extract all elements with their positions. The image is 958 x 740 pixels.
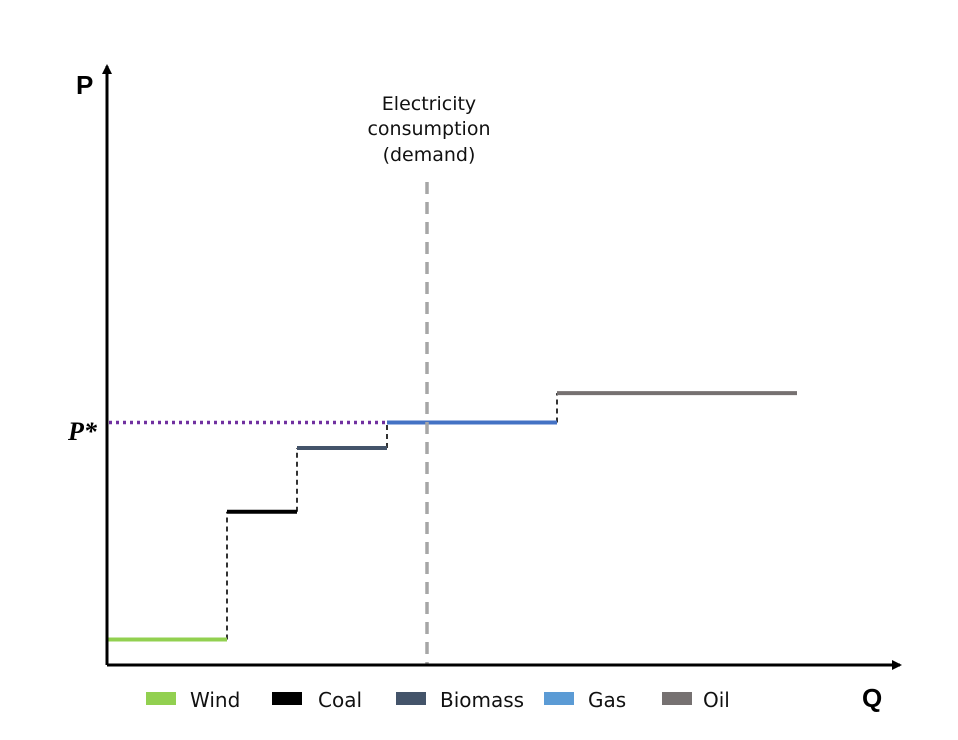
x-axis-label: Q (862, 683, 882, 713)
legend-swatch-biomass (396, 692, 426, 705)
demand-label-line-3: (demand) (383, 144, 476, 166)
legend-swatch-wind (146, 692, 176, 705)
plot-area (107, 182, 797, 665)
legend-label-wind: Wind (190, 688, 240, 712)
legend-label-coal: Coal (318, 688, 362, 712)
y-axis-label: P (76, 70, 93, 100)
legend-swatch-gas (544, 692, 574, 705)
legend: Wind Coal Biomass Gas Oil (146, 688, 730, 712)
legend-label-oil: Oil (703, 688, 730, 712)
demand-label-line-2: consumption (367, 118, 490, 140)
equilibrium-price-label: P* (67, 417, 98, 446)
legend-swatch-oil (662, 692, 692, 705)
demand-label-line-1: Electricity (382, 93, 476, 115)
legend-label-gas: Gas (588, 688, 626, 712)
legend-label-biomass: Biomass (440, 688, 524, 712)
legend-swatch-coal (272, 692, 302, 705)
